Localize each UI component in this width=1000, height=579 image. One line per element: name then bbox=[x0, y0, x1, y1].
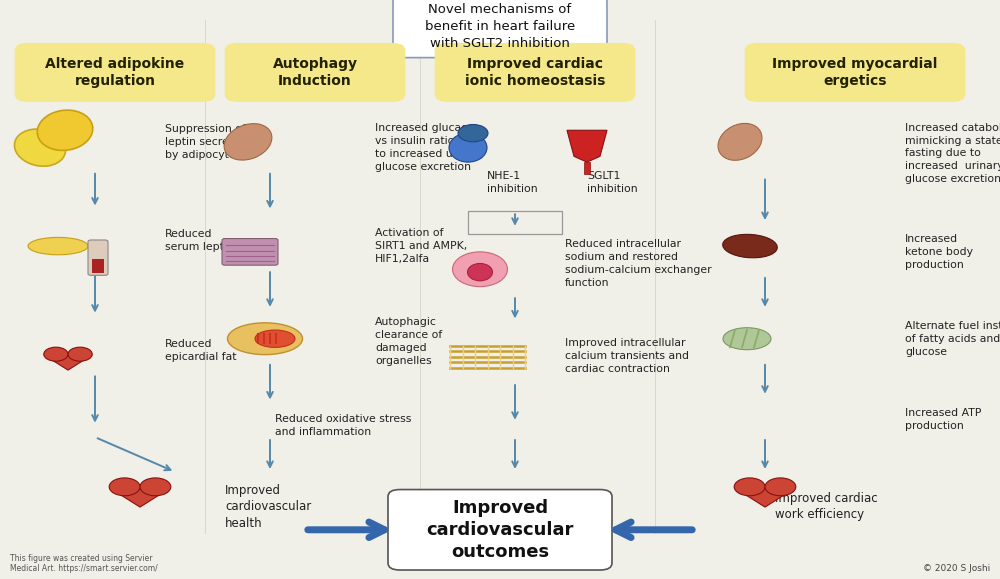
Ellipse shape bbox=[718, 123, 762, 160]
Ellipse shape bbox=[723, 234, 777, 258]
FancyBboxPatch shape bbox=[393, 0, 607, 58]
Ellipse shape bbox=[765, 478, 796, 496]
Text: Improved cardiac
ionic homeostasis: Improved cardiac ionic homeostasis bbox=[465, 57, 605, 88]
Text: Novel mechanisms of
benefit in heart failure
with SGLT2 inhibition: Novel mechanisms of benefit in heart fai… bbox=[425, 2, 575, 50]
Text: Reduced
epicardial fat: Reduced epicardial fat bbox=[165, 339, 237, 362]
Text: Increased catabolism
mimicking a state of
fasting due to
increased  urinary
gluc: Increased catabolism mimicking a state o… bbox=[905, 123, 1000, 184]
Text: Suppression of
leptin secretion
by adipocytes: Suppression of leptin secretion by adipo… bbox=[165, 124, 250, 160]
Polygon shape bbox=[734, 488, 796, 507]
Text: This figure was created using Servier
Medical Art. https://smart.servier.com/: This figure was created using Servier Me… bbox=[10, 554, 158, 573]
FancyBboxPatch shape bbox=[388, 489, 612, 570]
Text: Reduced
serum leptin: Reduced serum leptin bbox=[165, 229, 234, 252]
Bar bbox=[468, 211, 562, 234]
Ellipse shape bbox=[255, 330, 295, 347]
Ellipse shape bbox=[468, 263, 492, 281]
Ellipse shape bbox=[228, 323, 302, 354]
Text: Improved myocardial
ergetics: Improved myocardial ergetics bbox=[772, 57, 938, 88]
Ellipse shape bbox=[723, 328, 771, 350]
Circle shape bbox=[458, 124, 488, 142]
Text: Reduced oxidative stress
and inflammation: Reduced oxidative stress and inflammatio… bbox=[275, 414, 411, 437]
Ellipse shape bbox=[109, 478, 140, 496]
Text: Improved
cardiovascular
outcomes: Improved cardiovascular outcomes bbox=[426, 499, 574, 561]
Bar bbox=[584, 162, 590, 174]
Text: Reduced intracellular
sodium and restored
sodium-calcium exchanger
function: Reduced intracellular sodium and restore… bbox=[565, 239, 712, 288]
Text: Alternate fuel instead
of fatty acids and
glucose: Alternate fuel instead of fatty acids an… bbox=[905, 321, 1000, 357]
Ellipse shape bbox=[37, 110, 93, 151]
Text: Increased glucagon
vs insulin ratio due
to increased urinary
glucose excretion: Increased glucagon vs insulin ratio due … bbox=[375, 123, 485, 172]
FancyBboxPatch shape bbox=[745, 44, 964, 101]
Ellipse shape bbox=[449, 133, 487, 162]
Ellipse shape bbox=[68, 347, 92, 361]
Text: Improved
cardiovascular
health: Improved cardiovascular health bbox=[225, 483, 311, 530]
Text: Autophagic
clearance of
damaged
organelles: Autophagic clearance of damaged organell… bbox=[375, 317, 442, 366]
FancyBboxPatch shape bbox=[16, 44, 214, 101]
Text: Activation of
SIRT1 and AMPK,
HIF1,2alfa: Activation of SIRT1 and AMPK, HIF1,2alfa bbox=[375, 228, 467, 264]
Text: Autophagy
Induction: Autophagy Induction bbox=[272, 57, 358, 88]
Ellipse shape bbox=[44, 347, 68, 361]
FancyBboxPatch shape bbox=[222, 239, 278, 265]
Text: Increased ATP
production: Increased ATP production bbox=[905, 408, 981, 431]
Ellipse shape bbox=[452, 252, 508, 287]
Ellipse shape bbox=[28, 237, 88, 255]
Polygon shape bbox=[109, 488, 171, 507]
Text: Altered adipokine
regulation: Altered adipokine regulation bbox=[45, 57, 185, 88]
Text: Increased
ketone body
production: Increased ketone body production bbox=[905, 234, 973, 270]
FancyBboxPatch shape bbox=[225, 44, 404, 101]
Text: Improved intracellular
calcium transients and
cardiac contraction: Improved intracellular calcium transient… bbox=[565, 338, 689, 374]
Text: © 2020 S Joshi: © 2020 S Joshi bbox=[923, 564, 990, 573]
Text: Improved cardiac
work efficiency: Improved cardiac work efficiency bbox=[775, 492, 878, 521]
Polygon shape bbox=[567, 130, 607, 162]
Bar bbox=[92, 259, 104, 273]
Ellipse shape bbox=[140, 478, 171, 496]
Ellipse shape bbox=[224, 124, 272, 160]
FancyBboxPatch shape bbox=[88, 240, 108, 275]
FancyBboxPatch shape bbox=[436, 44, 635, 101]
Text: SGLT1
inhibition: SGLT1 inhibition bbox=[587, 171, 638, 194]
Text: NHE-1
inhibition: NHE-1 inhibition bbox=[487, 171, 538, 194]
Polygon shape bbox=[44, 355, 92, 370]
Ellipse shape bbox=[734, 478, 765, 496]
Ellipse shape bbox=[14, 129, 66, 166]
